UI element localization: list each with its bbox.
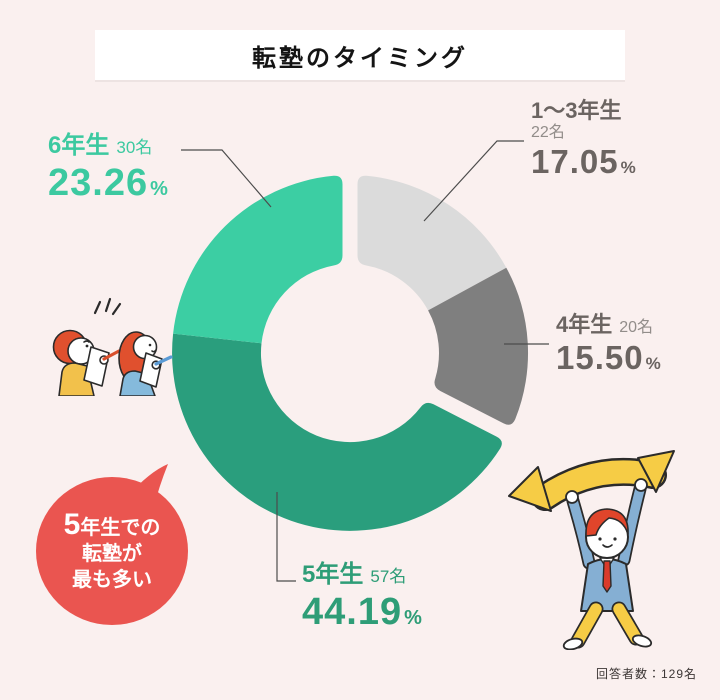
grade6-percent-sign: % — [150, 177, 168, 200]
grade5-percent: 44.19 — [302, 590, 403, 633]
exclamation-ticks-icon — [93, 297, 122, 316]
grade4-count: 20名 — [619, 319, 654, 336]
segment-label-grade6: 6年生 30名 23.26% — [48, 132, 168, 204]
grades1-3-percent-sign: % — [620, 157, 636, 177]
leader-line-grades1-3 — [423, 140, 524, 222]
illustration-notetakers — [52, 297, 173, 396]
page-title: 転塾のタイミング — [252, 44, 468, 72]
grade5-count: 57名 — [370, 567, 407, 586]
hand-left — [565, 490, 579, 504]
callout-line1-number: 5 — [63, 507, 81, 541]
title-box: 転塾のタイミング — [95, 30, 625, 80]
footnote-respondents: 回答者数：129名 — [595, 667, 697, 681]
grade5-percent-sign: % — [404, 606, 422, 629]
arrow-band — [533, 460, 665, 509]
donut-segment-3 — [172, 333, 502, 531]
person2-pen — [154, 355, 173, 366]
grade5-name: 5年生 — [302, 561, 364, 588]
arrow-head-right — [637, 450, 675, 493]
segment-label-grades1-3: 1〜3年生 22名 17.05% — [531, 98, 636, 180]
grade6-percent: 23.26 — [48, 161, 149, 204]
donut-segment-4 — [173, 175, 343, 344]
leader-line-grade5 — [276, 492, 296, 582]
segment-label-grade4: 4年生 20名 15.50% — [556, 312, 661, 377]
grades1-3-percent: 17.05 — [531, 142, 619, 180]
pants-left — [572, 603, 602, 647]
donut-segment-2 — [428, 267, 529, 425]
callout-text: 5年生での 転塾が 最も多い — [36, 477, 188, 625]
grade4-name: 4年生 — [556, 312, 613, 337]
shoe-left — [562, 637, 584, 650]
grade4-percent: 15.50 — [556, 338, 644, 376]
callout-line2: 転塾が — [82, 542, 142, 565]
shoe-right — [631, 634, 653, 648]
leader-line-grade6 — [181, 149, 272, 208]
donut-segment-1 — [357, 175, 507, 311]
callout-bubble — [36, 477, 188, 625]
grade6-count: 30名 — [116, 138, 153, 157]
person1-pen — [102, 349, 121, 361]
grades1-3-name: 1〜3年生 — [531, 98, 622, 123]
illustration-arrow-man — [508, 450, 675, 650]
grade6-name: 6年生 — [48, 132, 110, 159]
tie — [602, 560, 612, 593]
pants-right — [613, 603, 642, 644]
arrow-head-left — [508, 466, 552, 512]
segment-label-grade5: 5年生 57名 44.19% — [302, 561, 422, 633]
callout-line1-rest: 年生での — [80, 516, 161, 539]
hair — [585, 508, 629, 537]
grades1-3-count: 22名 — [531, 123, 565, 141]
hand-right — [634, 478, 648, 492]
callout-line3: 最も多い — [72, 568, 152, 591]
grade4-percent-sign: % — [645, 353, 661, 373]
